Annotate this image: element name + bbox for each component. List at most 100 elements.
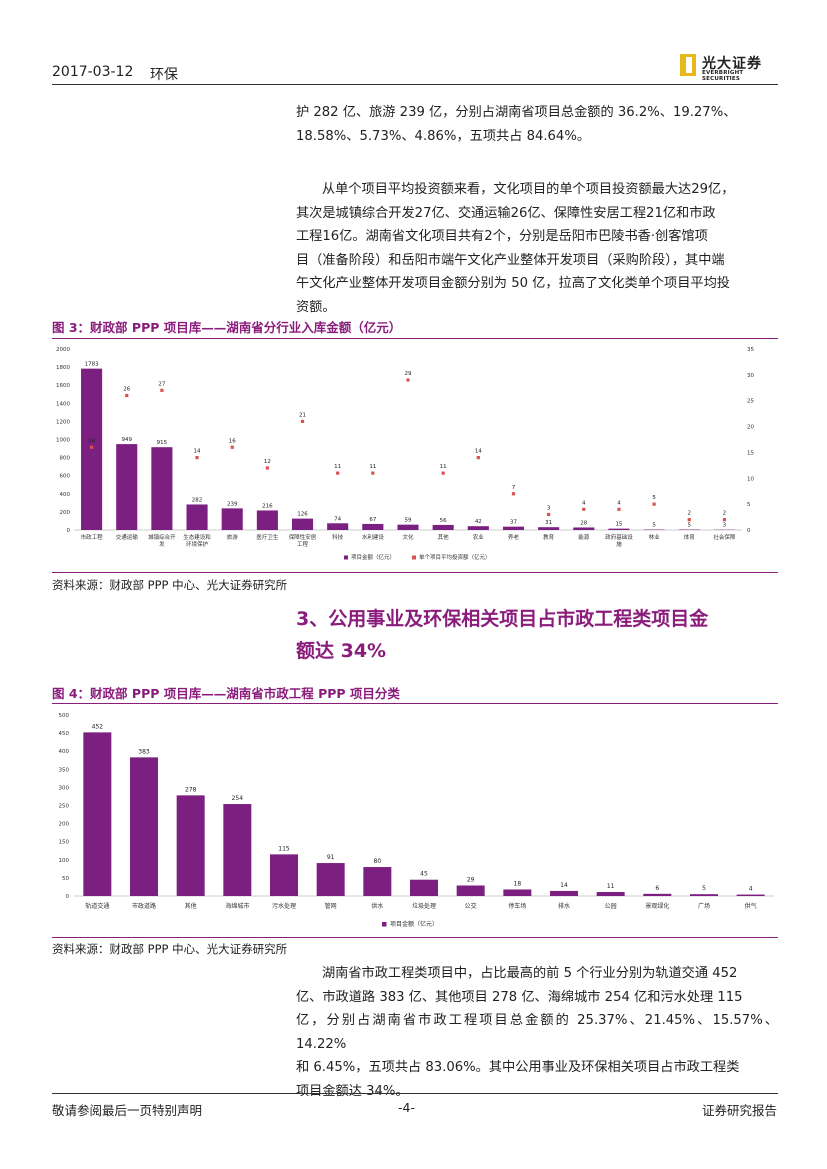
bar-value-label: 42	[475, 519, 482, 525]
text-line: 资额。	[296, 299, 336, 315]
scatter-value-label: 11	[334, 464, 341, 470]
scatter-value-label: 2	[688, 511, 692, 517]
scatter-value-label: 11	[440, 464, 447, 470]
bar-value-label: 28	[580, 520, 587, 526]
legend-swatch-scatter	[412, 555, 416, 560]
bar-value-label: 67	[369, 517, 376, 523]
section-heading-line: 额达 34%	[296, 640, 387, 662]
bar	[116, 444, 138, 530]
x-tick-label: 发	[159, 540, 165, 548]
y-tick-label: 150	[59, 840, 70, 846]
scatter-value-label: 26	[123, 387, 130, 393]
bar-value-label: 5	[688, 523, 692, 529]
scatter-point	[406, 378, 410, 382]
footer-rule	[52, 1093, 778, 1094]
x-tick-label: 农业	[473, 533, 485, 541]
x-tick-label: 公交	[465, 902, 477, 910]
y-tick-label: 200	[59, 822, 70, 828]
bar	[81, 368, 103, 530]
bar	[467, 526, 489, 530]
scatter-point	[617, 507, 621, 511]
y-tick-label-left: 600	[60, 474, 71, 480]
header-category: 环保	[150, 67, 178, 83]
scatter-point	[230, 445, 234, 449]
bar	[643, 893, 672, 896]
scatter-point	[582, 507, 586, 511]
bar-value-label: 31	[545, 520, 552, 526]
bar-value-label: 37	[510, 520, 517, 526]
y-tick-label-right: 10	[747, 476, 754, 482]
x-tick-label: 市政工程	[81, 533, 104, 541]
text-line: 其次是城镇综合开发27亿、交通运输26亿、保障性安居工程21亿和市政	[296, 205, 716, 221]
scatter-value-label: 16	[88, 438, 95, 444]
bar-value-label: 80	[374, 858, 382, 865]
scatter-value-label: 12	[264, 459, 271, 465]
logo-text-cn: 光大证券	[702, 56, 762, 72]
y-tick-label-left: 2000	[56, 347, 70, 353]
x-tick-label: 能源	[578, 533, 590, 541]
bar-value-label: 5	[702, 885, 706, 892]
x-tick-label: 工程	[297, 540, 309, 548]
figure-4-title: 图 4：财政部 PPP 项目库——湖南省市政工程 PPP 项目分类	[52, 686, 400, 701]
text-line: 护 282 亿、旅游 239 亿，分别占湖南省项目总金额的 36.2%、19.2…	[296, 105, 737, 120]
legend-label-bar: 项目金额（亿元）	[351, 553, 395, 561]
figure-4-top-rule	[52, 703, 778, 704]
bar	[596, 892, 625, 896]
scatter-value-label: 21	[299, 412, 306, 418]
y-tick-label: 250	[59, 804, 70, 810]
figure-3-bottom-rule	[52, 572, 778, 573]
scatter-point	[300, 419, 305, 423]
y-tick-label-right: 15	[747, 450, 754, 456]
bar	[573, 527, 595, 530]
y-tick-label: 450	[59, 731, 70, 737]
bar	[270, 854, 298, 896]
figure-3-top-rule	[52, 338, 778, 339]
footer-report-type: 证券研究报告	[702, 1103, 778, 1118]
bar-value-label: 11	[607, 883, 615, 890]
x-tick-label: 景观绿化	[645, 902, 669, 910]
scatter-point	[476, 456, 480, 460]
bar-value-label: 278	[185, 786, 197, 793]
text-line: 目（准备阶段）和岳阳市端午文化产业整体开发项目（采购阶段），其中端	[296, 252, 725, 268]
x-tick-label: 市政道路	[132, 902, 156, 910]
x-tick-label: 城镇综合开	[148, 533, 176, 541]
y-tick-label-left: 1600	[56, 383, 70, 389]
x-tick-label: 污水处理	[272, 902, 296, 910]
y-tick-label-right: 25	[747, 399, 754, 405]
x-tick-label: 政府基础设	[605, 533, 633, 541]
x-tick-label: 排水	[558, 902, 570, 910]
scatter-point	[160, 388, 164, 392]
company-logo: 光大证券 EVERBRIGHT SECURITIES	[680, 54, 780, 82]
bar	[690, 894, 718, 896]
bar	[176, 795, 205, 896]
scatter-value-label: 14	[475, 449, 482, 455]
scatter-point	[125, 393, 129, 398]
bar-value-label: 18	[514, 880, 522, 887]
text-line: 亿、市政道路 383 亿、其他项目 278 亿、海绵城市 254 亿和污水处理 …	[296, 989, 743, 1005]
paragraph-1: 护 282 亿、旅游 239 亿，分别占湖南省项目总金额的 36.2%、19.2…	[296, 101, 778, 148]
x-tick-label: 科技	[332, 533, 344, 541]
x-tick-label: 交通运输	[116, 533, 139, 541]
y-tick-label-left: 200	[60, 510, 71, 516]
bar	[608, 528, 630, 530]
bar	[256, 510, 278, 530]
paragraph-2: 从单个项目平均投资额来看，文化项目的单个项目投资额最大达29亿， 其次是城镇综合…	[296, 178, 778, 319]
y-tick-label-left: 1400	[56, 401, 70, 407]
scatter-value-label: 11	[369, 464, 376, 470]
x-tick-label: 公园	[605, 903, 617, 910]
text-line: 和 6.45%，五项共占 83.06%。其中公用事业及环保相关项目占市政工程类	[296, 1060, 740, 1075]
y-tick-label: 100	[59, 858, 70, 864]
figure-4-chart: 0 50 100 150 200 250 300 350 400 450 500 452 轨道交通 383…	[59, 713, 774, 928]
scatter-value-label: 16	[229, 438, 236, 444]
bar	[223, 804, 252, 896]
bar-value-label: 915	[157, 440, 168, 446]
bar	[130, 757, 158, 896]
bar-value-label: 452	[92, 723, 104, 730]
scatter-value-label: 7	[512, 485, 516, 491]
bar-value-label: 91	[327, 854, 335, 861]
bar-value-label: 59	[405, 518, 412, 524]
x-tick-label: 水利建设	[362, 533, 385, 541]
bar-value-label: 74	[334, 516, 341, 522]
y-tick-label: 50	[62, 876, 69, 882]
bar-value-label: 3	[723, 523, 727, 529]
